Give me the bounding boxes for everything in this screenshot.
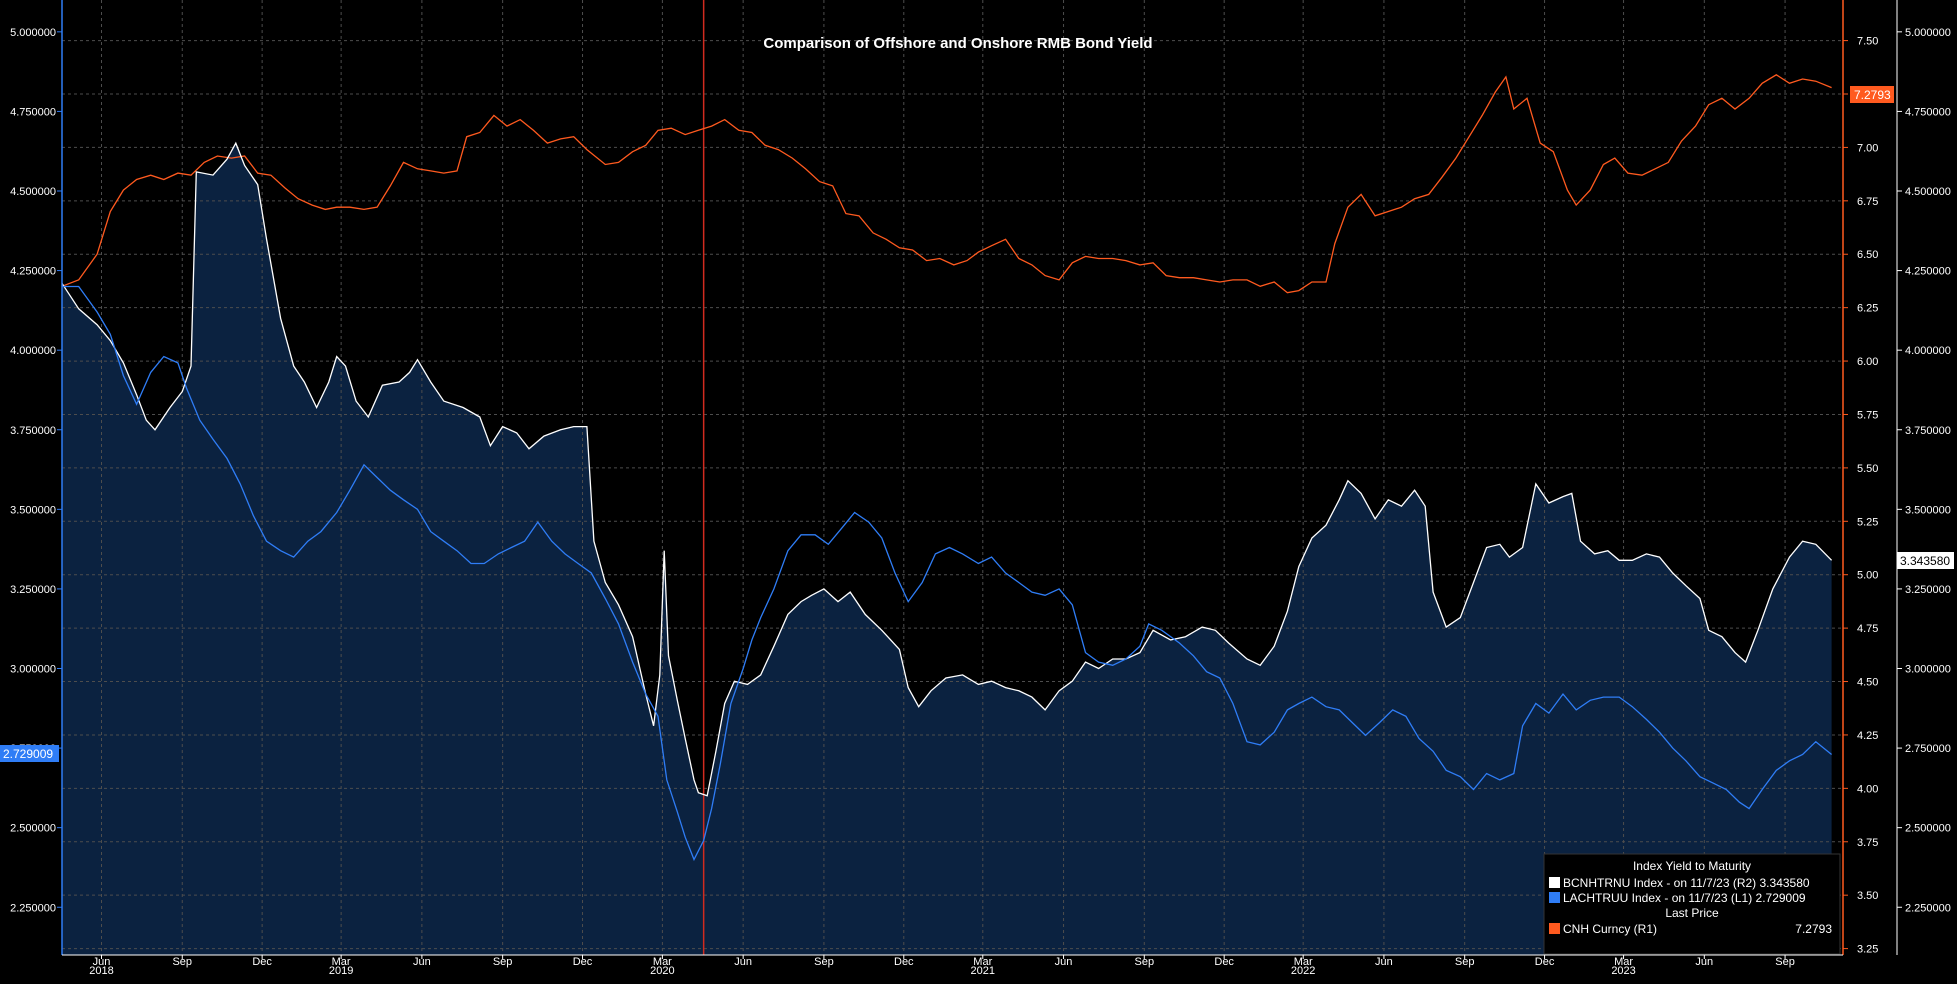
x-month-label: Mar <box>653 956 672 968</box>
left-axis-ticks: 2.2500002.5000002.7500003.0000003.250000… <box>10 27 62 914</box>
bcnhtrnu-last-value: 3.343580 <box>1900 554 1950 568</box>
legend-value-cnh: 7.2793 <box>1795 922 1832 936</box>
legend-swatch-lachtruu <box>1549 892 1560 903</box>
x-year-label: 2023 <box>1611 965 1635 977</box>
legend-entry-bcnhtrnu: BCNHTRNU Index - on 11/7/23 (R2) 3.34358… <box>1563 876 1810 890</box>
left-tick-label: 4.750000 <box>10 106 56 118</box>
legend-swatch-cnh <box>1549 923 1560 934</box>
r2-tick-label: 4.500000 <box>1905 186 1951 198</box>
gridlines <box>62 0 1843 955</box>
r2-tick-label: 3.750000 <box>1905 425 1951 437</box>
x-month-label: Mar <box>1294 956 1313 968</box>
x-year-label: 2021 <box>971 965 995 977</box>
r2-tick-label: 2.250000 <box>1905 902 1951 914</box>
r1-tick-label: 3.25 <box>1857 944 1878 956</box>
last-value-tag-lachtruu: 2.729009 <box>0 745 59 762</box>
r1-tick-label: 3.75 <box>1857 837 1878 849</box>
r2-tick-label: 2.500000 <box>1905 823 1951 835</box>
x-month-label: Jun <box>1695 956 1713 968</box>
legend-header-price: Last Price <box>1665 906 1719 920</box>
left-tick-label: 3.000000 <box>10 664 56 676</box>
r1-tick-label: 7.00 <box>1857 142 1878 154</box>
x-month-label: Sep <box>1135 956 1155 968</box>
x-month-label: Sep <box>1775 956 1795 968</box>
r1-tick-label: 4.00 <box>1857 783 1878 795</box>
r1-tick-label: 5.00 <box>1857 570 1878 582</box>
plot-area <box>61 0 1843 955</box>
legend-box <box>1543 853 1841 955</box>
x-month-label: Jun <box>93 956 111 968</box>
chart-title: Comparison of Offshore and Onshore RMB B… <box>763 35 1152 52</box>
x-month-label: Dec <box>573 956 593 968</box>
legend-swatch-bcnhtrnu <box>1549 877 1560 888</box>
r1-tick-label: 6.75 <box>1857 196 1878 208</box>
r1-tick-label: 3.50 <box>1857 890 1878 902</box>
r2-tick-label: 3.500000 <box>1905 504 1951 516</box>
legend-header-yield: Index Yield to Maturity <box>1633 859 1751 873</box>
x-month-label: Dec <box>1214 956 1234 968</box>
left-tick-label: 4.000000 <box>10 345 56 357</box>
r1-tick-label: 6.50 <box>1857 249 1878 261</box>
x-month-label: Mar <box>332 956 351 968</box>
x-month-label: Jun <box>1055 956 1073 968</box>
r1-tick-label: 5.75 <box>1857 409 1878 421</box>
r1-tick-label: 4.50 <box>1857 677 1878 689</box>
legend-entry-cnh: CNH Curncy (R1) <box>1563 922 1657 936</box>
r2-tick-label: 4.000000 <box>1905 345 1951 357</box>
r1-tick-label: 5.25 <box>1857 516 1878 528</box>
x-year-label: 2018 <box>89 965 113 977</box>
r1-tick-label: 5.50 <box>1857 463 1878 475</box>
r2-tick-label: 5.000000 <box>1905 27 1951 39</box>
left-tick-label: 4.250000 <box>10 266 56 278</box>
x-month-label: Mar <box>973 956 992 968</box>
left-tick-label: 2.500000 <box>10 823 56 835</box>
last-value-tag-cnh: 7.2793 <box>1850 86 1894 103</box>
cnh-curncy-line <box>61 74 1832 294</box>
bcnhtrnu-line <box>61 141 1833 797</box>
r1-tick-label: 6.00 <box>1857 356 1878 368</box>
r1-tick-label: 7.50 <box>1857 36 1878 48</box>
legend: Index Yield to Maturity BCNHTRNU Index -… <box>1543 853 1841 955</box>
x-month-label: Sep <box>1455 956 1475 968</box>
lachtruu-line <box>62 285 1833 862</box>
r2-tick-label: 2.750000 <box>1905 743 1951 755</box>
r2-tick-label: 4.750000 <box>1905 106 1951 118</box>
lachtruu-last-value: 2.729009 <box>3 747 53 761</box>
left-tick-label: 4.500000 <box>10 186 56 198</box>
x-year-label: 2022 <box>1291 965 1315 977</box>
left-tick-label: 3.250000 <box>10 584 56 596</box>
r2-tick-label: 3.250000 <box>1905 584 1951 596</box>
legend-entry-lachtruu: LACHTRUU Index - on 11/7/23 (L1) 2.72900… <box>1563 891 1806 905</box>
left-tick-label: 2.250000 <box>10 902 56 914</box>
x-month-label: Jun <box>734 956 752 968</box>
x-year-label: 2020 <box>650 965 674 977</box>
x-month-label: Mar <box>1614 956 1633 968</box>
x-month-label: Sep <box>172 956 192 968</box>
left-tick-label: 3.750000 <box>10 425 56 437</box>
r1-tick-label: 4.25 <box>1857 730 1878 742</box>
right-axis-r2-ticks: 2.250000 2.500000 2.750000 3.000000 3.250000… <box>1897 27 1951 914</box>
last-value-tag-bcnhtrnu: 3.343580 <box>1897 552 1954 569</box>
x-month-label: Jun <box>1375 956 1393 968</box>
right-axis-r1-ticks: 3.25 3.50 3.75 4.00 4.25 4.50 4.75 5.00 5.25 5.50… <box>1843 36 1878 956</box>
cnh-last-value: 7.2793 <box>1854 88 1891 102</box>
r1-tick-label: 4.75 <box>1857 623 1878 635</box>
x-month-label: Dec <box>252 956 272 968</box>
left-tick-label: 3.500000 <box>10 504 56 516</box>
x-month-label: Sep <box>493 956 513 968</box>
x-month-label: Dec <box>1535 956 1555 968</box>
x-month-label: Sep <box>814 956 834 968</box>
x-month-label: Dec <box>894 956 914 968</box>
r2-tick-label: 3.000000 <box>1905 664 1951 676</box>
bcnhtrnu-area-fill <box>62 143 1832 955</box>
x-month-label: Jun <box>413 956 431 968</box>
r2-tick-label: 4.250000 <box>1905 266 1951 278</box>
x-year-label: 2019 <box>329 965 353 977</box>
left-tick-label: 5.000000 <box>10 27 56 39</box>
r1-tick-label: 6.25 <box>1857 303 1878 315</box>
